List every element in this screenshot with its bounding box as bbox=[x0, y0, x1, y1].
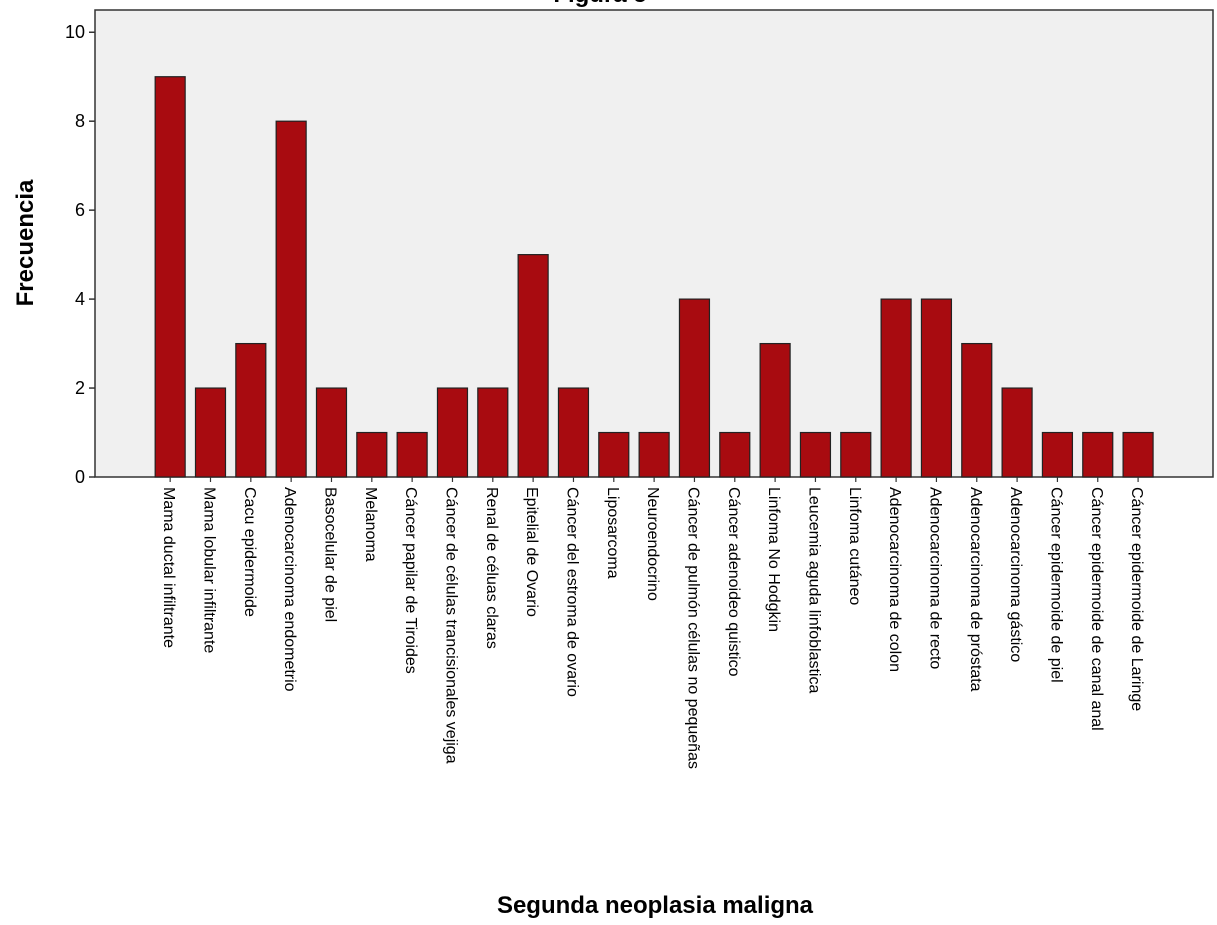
x-tick-label: Adenocarcinoma gástico bbox=[1007, 487, 1024, 662]
bar bbox=[194, 387, 227, 478]
bar bbox=[1082, 431, 1114, 478]
x-tick-label: Adenocarcinoma de próstata bbox=[967, 487, 984, 692]
x-tick-label: Cáncer adenoideo quistico bbox=[725, 487, 742, 677]
bar bbox=[235, 342, 267, 478]
x-tick-label: Epitelial de Ovario bbox=[523, 487, 540, 617]
y-axis-label: Frecuencia bbox=[12, 179, 39, 306]
bar bbox=[517, 254, 549, 478]
x-tick-label: Adenocarcinoma de recto bbox=[926, 487, 943, 669]
y-tick-label: 2 bbox=[75, 378, 85, 398]
bar bbox=[436, 387, 469, 478]
x-tick-label: Cáncer epidermoide de canal anal bbox=[1088, 487, 1105, 731]
y-tick-label: 10 bbox=[65, 22, 85, 42]
bar bbox=[840, 431, 872, 478]
bar bbox=[759, 342, 791, 478]
x-tick-label: Cacu epidermoide bbox=[241, 487, 258, 617]
bar bbox=[598, 431, 630, 478]
y-tick-label: 0 bbox=[75, 467, 85, 487]
bar bbox=[396, 431, 428, 478]
chart-title: Figura 5 bbox=[553, 0, 646, 8]
x-tick-label: Adenocarcinoma de colon bbox=[886, 487, 903, 672]
x-tick-label: Cáncer de pulmón células no pequeñas bbox=[684, 487, 701, 769]
x-tick-label: Linfoma No Hodgkin bbox=[765, 487, 782, 632]
x-tick-label: Cáncer de células trancisionales vejiga bbox=[442, 487, 459, 764]
x-tick-label: Mama lobular infiltrante bbox=[200, 487, 217, 653]
x-tick-label: Cáncer epidermoide de piel bbox=[1047, 487, 1064, 683]
x-tick-label: Melanoma bbox=[362, 487, 379, 562]
bar bbox=[638, 431, 670, 478]
bar bbox=[275, 120, 307, 478]
x-tick-label: Leucemia aguda linfoblastica bbox=[805, 487, 822, 693]
y-tick-label: 6 bbox=[75, 200, 85, 220]
y-tick-label: 8 bbox=[75, 111, 85, 131]
x-tick-label: Linfoma cutáneo bbox=[846, 487, 863, 605]
x-tick-label: Basocelular de piel bbox=[321, 487, 338, 622]
bar bbox=[557, 387, 590, 478]
bar bbox=[1122, 431, 1154, 478]
bar bbox=[880, 298, 912, 478]
x-tick-label: Mama ductal infiltrante bbox=[160, 487, 177, 648]
bar bbox=[961, 342, 993, 478]
bar bbox=[1001, 387, 1033, 478]
x-axis-label: Segunda neoplasia maligna bbox=[497, 892, 814, 919]
bar bbox=[1041, 431, 1074, 478]
x-tick-label: Neuroendocrino bbox=[644, 487, 661, 601]
x-tick-label: Cáncer epidermoide de Laringe bbox=[1128, 487, 1145, 711]
bar bbox=[719, 431, 751, 478]
bar bbox=[678, 298, 711, 478]
bar bbox=[356, 431, 388, 478]
bar bbox=[920, 298, 953, 478]
x-tick-label: Liposarcoma bbox=[604, 487, 621, 579]
x-tick-label: Cáncer papilar de Tiroides bbox=[402, 487, 419, 674]
bar bbox=[315, 387, 348, 478]
x-tick-label: Adenocarcinoma endometrio bbox=[281, 487, 298, 692]
x-tick-label: Cáncer del estroma de ovario bbox=[563, 487, 580, 697]
y-tick-label: 4 bbox=[75, 289, 85, 309]
bar bbox=[799, 431, 832, 478]
x-tick-label: Renal de céluas claras bbox=[483, 487, 500, 649]
bar bbox=[477, 387, 509, 478]
bar bbox=[154, 76, 186, 478]
